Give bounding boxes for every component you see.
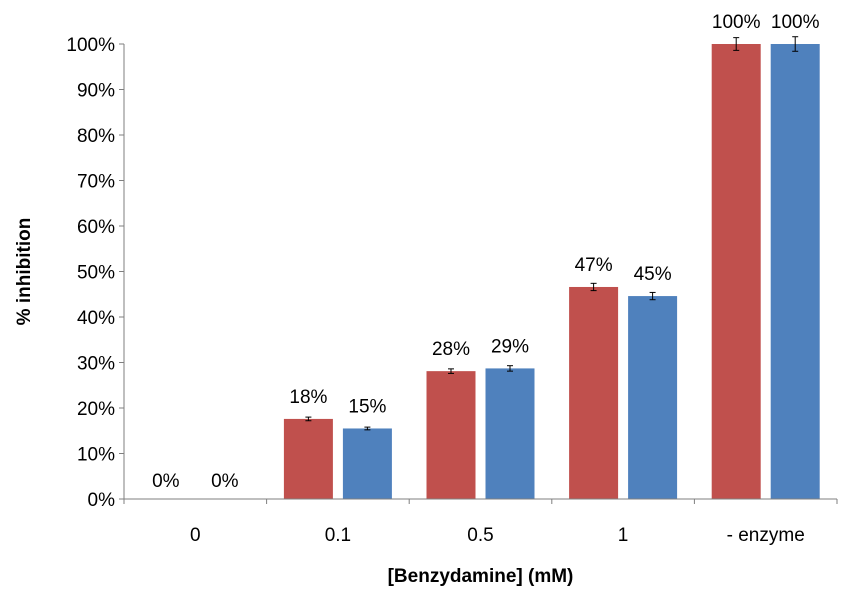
data-label: 0% [211,471,239,492]
y-tick-label: 60% [77,217,115,238]
x-axis-ticks: 0 0.1 0.5 1 - enzyme [123,499,838,546]
bar [342,428,392,499]
y-axis-ticks: 0% 10% 20% 30% 40% 50% 60% 70% 80% 90% 100% [66,35,124,511]
data-label: 15% [348,396,386,417]
bar [711,44,761,499]
x-tick-label: 0.5 [467,525,493,546]
bar [426,371,476,499]
data-label: 100% [712,12,761,33]
bar [283,418,333,499]
bar [770,44,820,499]
data-label: 28% [432,339,470,360]
y-tick-label: 0% [88,490,116,511]
y-tick-label: 30% [77,354,115,375]
data-label: 0% [152,471,180,492]
y-tick-label: 20% [77,399,115,420]
y-tick-label: 50% [77,263,115,284]
x-axis-title: [Benzydamine] (mM) [388,566,574,587]
data-label: 29% [491,336,529,357]
x-tick-label: - enzyme [727,525,805,546]
data-label: 47% [575,255,613,276]
y-tick-label: 90% [77,81,115,102]
error-bars [305,36,799,431]
x-tick-label: 0.1 [325,525,351,546]
data-label: 45% [634,264,672,285]
y-axis-title: % inhibition [14,218,35,326]
data-label: 100% [771,12,820,33]
data-labels: 0% 18% 28% 47% 100% 0% 15% 29% 45% 100% [152,12,820,492]
bars [283,44,820,499]
y-tick-label: 40% [77,308,115,329]
bar [628,296,678,499]
data-label: 18% [289,387,327,408]
bar [569,286,619,499]
y-tick-label: 100% [66,35,115,56]
y-tick-label: 10% [77,445,115,466]
y-tick-label: 80% [77,126,115,147]
y-tick-label: 70% [77,172,115,193]
x-tick-label: 1 [618,525,629,546]
bar [485,368,535,499]
x-tick-label: 0 [190,525,201,546]
